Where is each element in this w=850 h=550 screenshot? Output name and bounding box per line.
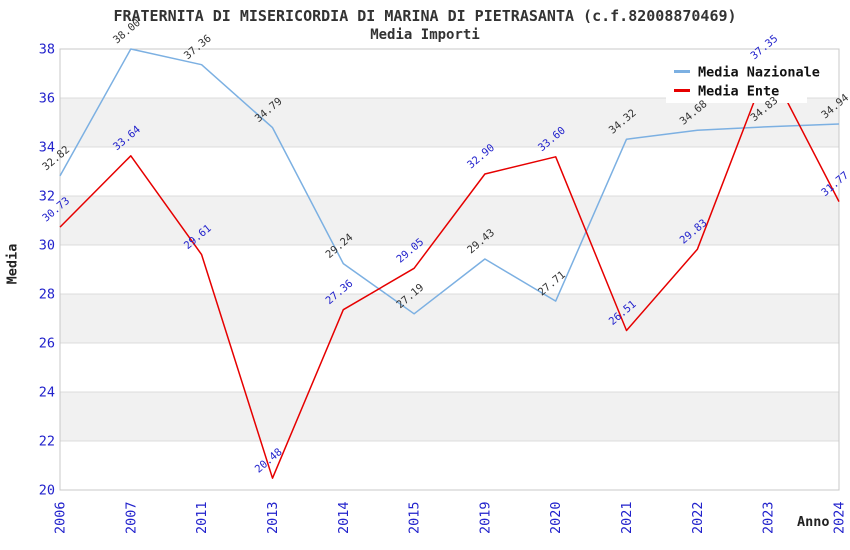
x-tick-label: 2015 [407, 501, 423, 534]
chart-title: FRATERNITA DI MISERICORDIA DI MARINA DI … [113, 7, 737, 25]
plot-band [60, 294, 839, 343]
y-tick-label: 26 [39, 336, 55, 352]
chart-subtitle: Media Importi [370, 27, 480, 43]
y-tick-label: 28 [39, 287, 55, 303]
x-tick-label: 2007 [123, 501, 139, 534]
x-tick-label: 2013 [265, 501, 281, 534]
y-tick-label: 34 [39, 140, 55, 156]
series-line-media-ente [59, 64, 840, 479]
x-tick-label: 2020 [548, 501, 564, 534]
x-tick-label: 2021 [619, 501, 635, 534]
series-lines [59, 48, 840, 479]
legend-background [666, 57, 807, 103]
y-tick-label: 38 [39, 42, 55, 58]
y-tick-label: 32 [39, 189, 55, 205]
plot-gridlines [60, 97, 839, 442]
y-tick-label: 30 [39, 238, 55, 254]
legend-label-media-ente: Media Ente [698, 84, 779, 100]
x-tick-label: 2023 [761, 501, 777, 534]
x-tick-label: 2019 [477, 501, 493, 534]
plot-band [60, 98, 839, 147]
y-axis-tick-labels: 20 22 24 26 28 30 32 34 36 38 [39, 42, 55, 499]
data-point-label: 38.00 [111, 17, 143, 47]
x-tick-label: 2024 [832, 501, 848, 534]
plot-band [60, 392, 839, 441]
data-point-label: 37.36 [182, 32, 214, 62]
y-tick-label: 22 [39, 434, 55, 450]
x-tick-label: 2014 [336, 501, 352, 534]
series-line-media-nazionale [59, 48, 840, 315]
y-tick-label: 24 [39, 385, 55, 401]
x-tick-label: 2006 [53, 501, 69, 534]
plot-bands [60, 98, 839, 441]
y-tick-label: 36 [39, 91, 55, 107]
x-tick-label: 2022 [690, 501, 706, 534]
x-tick-label: 2011 [194, 501, 210, 534]
x-axis-tick-labels: 2006 2007 2011 2013 2014 2015 2019 2020 2021 2022… [53, 501, 848, 534]
y-tick-label: 20 [39, 483, 55, 499]
plot-border [59, 48, 840, 491]
legend: Media Nazionale Media Ente [666, 57, 820, 103]
legend-label-media-nazionale: Media Nazionale [698, 65, 820, 81]
x-axis-title: Anno [797, 514, 830, 530]
